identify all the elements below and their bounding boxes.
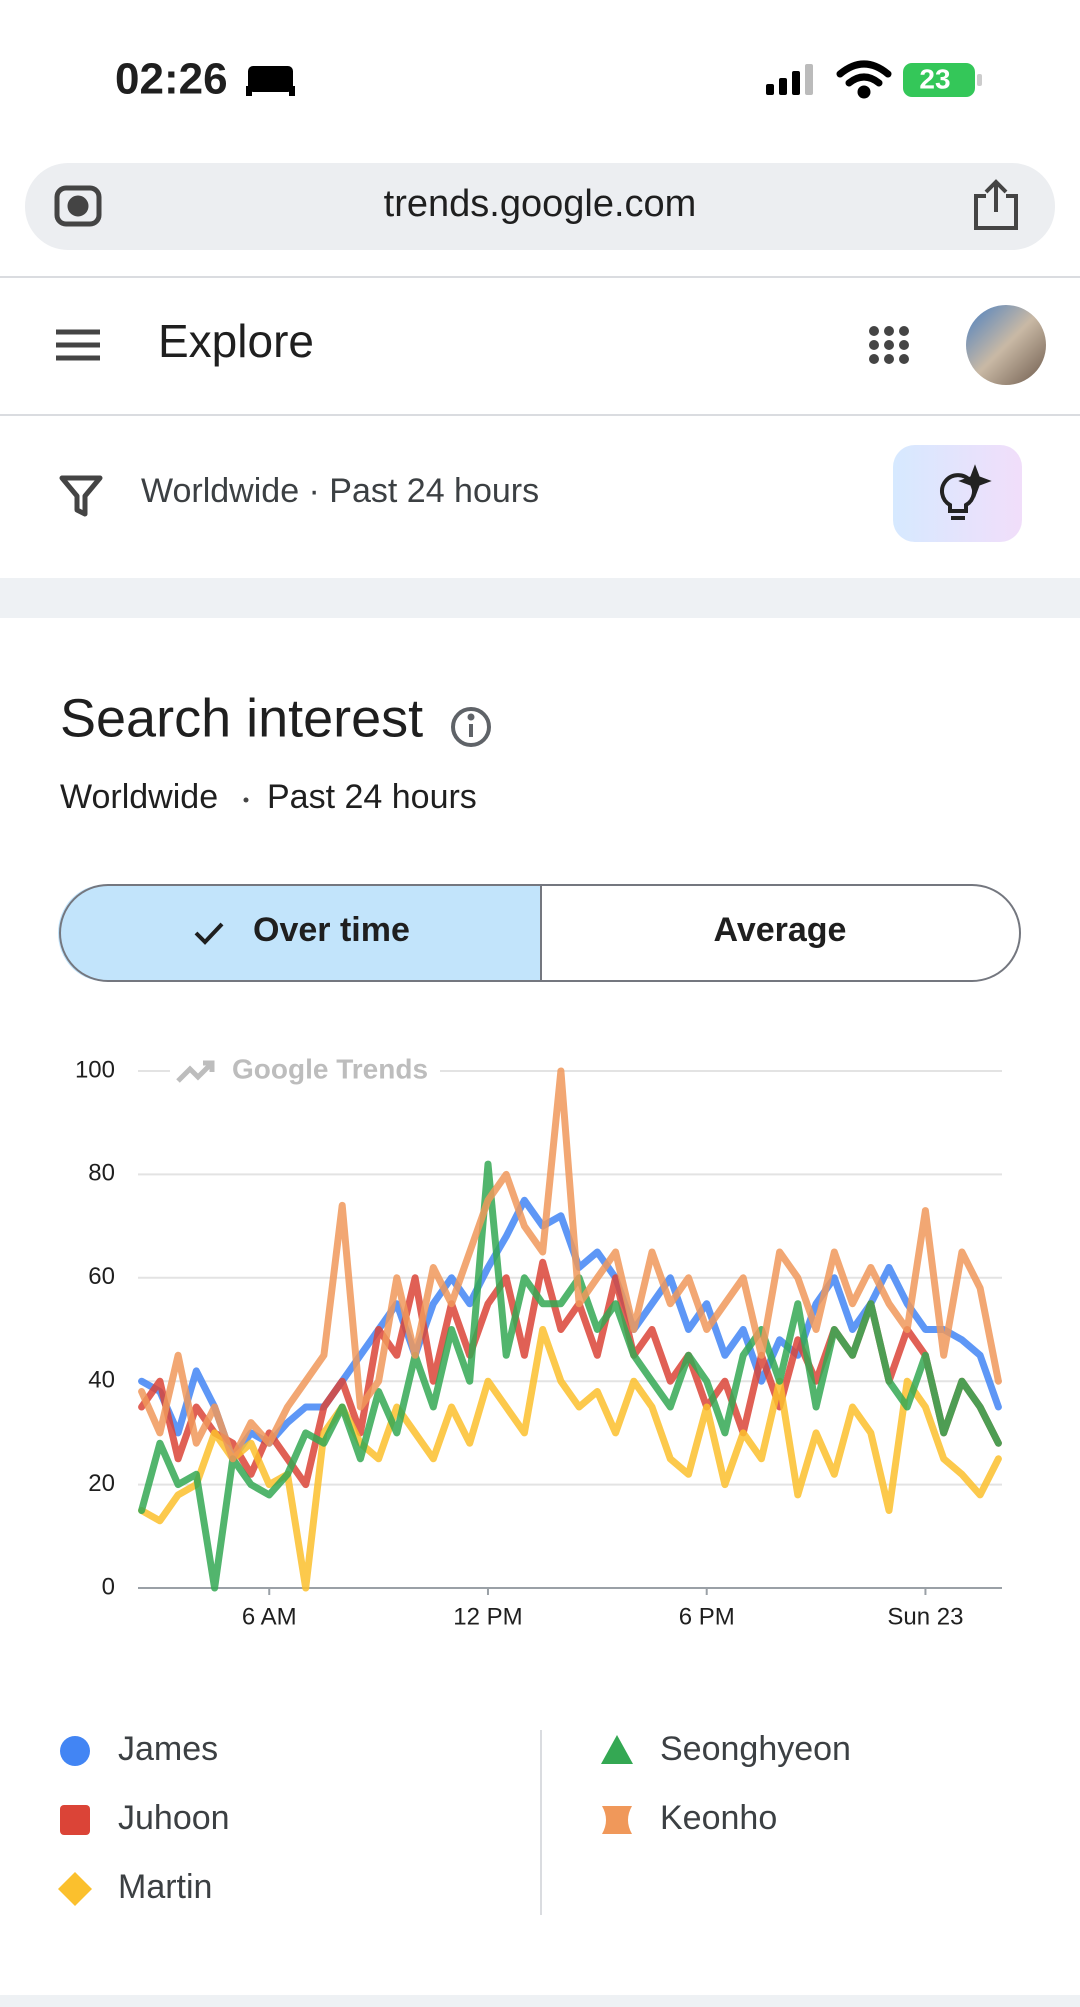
subtitle-location: Worldwide xyxy=(60,778,218,816)
series-line xyxy=(138,1160,1002,1592)
series-line xyxy=(138,1326,1002,1592)
wifi-icon xyxy=(836,60,892,99)
y-tick-label: 80 xyxy=(88,1160,115,1187)
legend-marker xyxy=(58,1872,92,1906)
check-icon xyxy=(194,922,224,945)
x-tick-label: 12 PM xyxy=(453,1603,522,1630)
legend-marker xyxy=(601,1735,633,1764)
lens-icon[interactable] xyxy=(54,185,102,227)
legend-label: Keonho xyxy=(660,1799,777,1837)
legend-marker xyxy=(60,1805,90,1835)
watermark: Google Trends xyxy=(232,1053,428,1084)
legend-label: Martin xyxy=(118,1868,212,1906)
avatar[interactable] xyxy=(966,305,1046,385)
series-line xyxy=(138,1067,1002,1463)
y-tick-label: 0 xyxy=(102,1573,115,1600)
legend-label: Seonghyeon xyxy=(660,1730,851,1768)
ai-button[interactable] xyxy=(893,445,1022,542)
y-tick-label: 40 xyxy=(88,1367,115,1394)
y-tick-label: 100 xyxy=(75,1056,115,1083)
subtitle-period: Past 24 hours xyxy=(267,778,477,816)
x-tick-label: Sun 23 xyxy=(887,1603,963,1630)
battery-level: 23 xyxy=(919,63,950,94)
section-separator xyxy=(0,1995,1080,2007)
signal-icon xyxy=(766,64,813,95)
info-icon[interactable] xyxy=(451,707,491,747)
series-line xyxy=(138,1196,1002,1463)
apps-button[interactable] xyxy=(869,326,909,364)
section-title: Search interest xyxy=(60,688,423,748)
filter-icon[interactable] xyxy=(59,475,103,517)
y-tick-label: 60 xyxy=(88,1263,115,1290)
status-time: 02:26 xyxy=(115,55,228,104)
toggle-over-time[interactable] xyxy=(58,885,541,981)
watermark-bg xyxy=(170,1051,440,1091)
share-icon[interactable] xyxy=(974,179,1018,230)
x-tick-label: 6 PM xyxy=(679,1603,735,1630)
legend-label: James xyxy=(118,1730,218,1768)
legend-marker xyxy=(60,1736,90,1766)
legend-label: Juhoon xyxy=(118,1799,230,1837)
legend-marker xyxy=(602,1806,632,1834)
toggle-label[interactable]: Over time xyxy=(253,911,410,949)
chart: 0 20 40 60 80 100 Google Trends 6 AM 12 PM 6 PM Su… xyxy=(58,1051,1002,1906)
section-separator xyxy=(0,578,1080,618)
url-text[interactable]: trends.google.com xyxy=(384,183,697,225)
page-title: Explore xyxy=(158,315,314,367)
url-bar[interactable] xyxy=(25,163,1055,250)
toggle-label[interactable]: Average xyxy=(714,911,847,949)
filter-label[interactable]: Worldwide · Past 24 hours xyxy=(141,472,539,510)
ai-icon xyxy=(940,464,992,520)
y-tick-label: 20 xyxy=(88,1470,115,1497)
menu-button[interactable] xyxy=(56,329,100,361)
watermark-icon xyxy=(176,1060,215,1083)
battery-icon: 23 xyxy=(903,63,982,97)
x-tick-label: 6 AM xyxy=(242,1603,297,1630)
sleep-icon xyxy=(246,66,295,96)
separator-dot xyxy=(243,797,249,803)
